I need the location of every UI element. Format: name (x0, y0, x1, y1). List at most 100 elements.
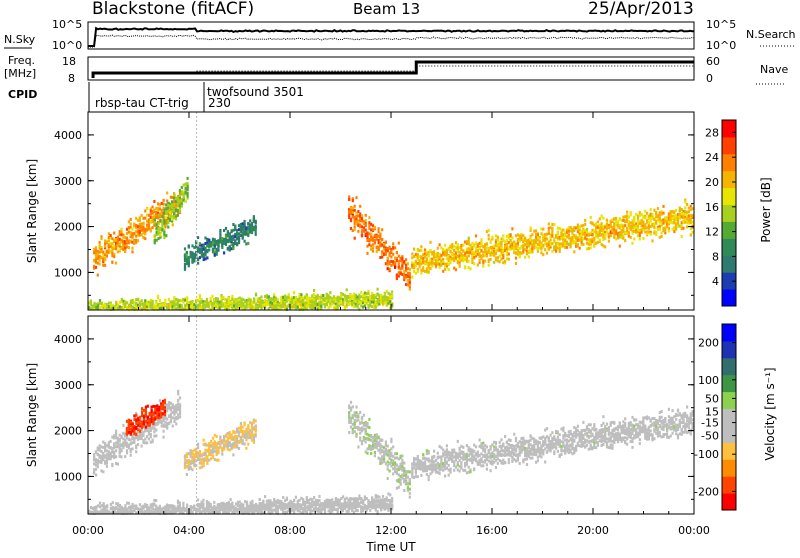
data-cell (214, 458, 216, 461)
data-cell (148, 227, 150, 230)
data-cell (229, 443, 231, 446)
data-cell (232, 453, 234, 456)
power-plot-data (88, 112, 694, 311)
data-cell (115, 432, 117, 435)
data-cell (110, 440, 112, 443)
data-cell (153, 427, 155, 430)
data-cell (179, 411, 181, 414)
data-cell (160, 415, 162, 418)
data-cell (548, 230, 550, 233)
data-cell (162, 412, 164, 415)
data-cell (229, 436, 231, 439)
data-cell (451, 257, 453, 260)
data-cell (99, 259, 101, 262)
data-cell (106, 303, 108, 306)
data-cell (143, 409, 145, 412)
date-label: 25/Apr/2013 (588, 0, 694, 19)
data-cell (236, 445, 238, 448)
data-cell (381, 243, 383, 246)
data-cell (119, 301, 121, 304)
data-cell (227, 248, 229, 251)
data-cell (141, 445, 143, 448)
data-cell (409, 268, 411, 271)
data-cell (488, 251, 490, 254)
data-cell (255, 221, 257, 224)
data-cell (145, 414, 147, 417)
data-cell (401, 257, 403, 260)
data-cell (247, 443, 249, 446)
data-cell (171, 203, 173, 206)
data-cell (442, 260, 444, 263)
data-cell (365, 219, 367, 222)
data-cell (93, 302, 95, 305)
data-cell (646, 212, 648, 215)
data-cell (282, 302, 284, 305)
nsearch-label: N.Search (746, 28, 796, 41)
data-cell (591, 233, 593, 236)
data-cell (384, 295, 386, 298)
data-cell (415, 260, 417, 263)
data-cell (599, 217, 601, 220)
data-cell (162, 406, 164, 409)
data-cell (624, 239, 626, 242)
data-cell (479, 247, 481, 250)
data-cell (90, 302, 92, 305)
data-cell (152, 422, 154, 425)
data-cell (253, 215, 255, 218)
data-cell (171, 200, 173, 203)
data-cell (372, 239, 374, 242)
data-cell (148, 430, 150, 433)
data-cell (232, 443, 234, 446)
data-cell (424, 262, 426, 265)
data-cell (251, 223, 253, 226)
data-cell (542, 228, 544, 231)
data-cell (422, 266, 424, 269)
data-cell (624, 224, 626, 227)
data-cell (165, 207, 167, 210)
data-cell (171, 210, 173, 213)
freq-frame (88, 57, 694, 80)
data-cell (110, 234, 112, 237)
data-cell (551, 223, 553, 226)
data-cell (555, 250, 557, 253)
data-cell (150, 433, 152, 436)
data-cell (93, 259, 95, 262)
data-cell (253, 438, 255, 441)
colorbar-swatch (722, 255, 736, 272)
data-cell (542, 244, 544, 247)
data-cell (269, 297, 271, 300)
data-cell (115, 262, 117, 265)
data-cell (497, 247, 499, 250)
data-cell (185, 183, 187, 186)
data-cell (99, 247, 101, 250)
data-cell (163, 436, 165, 439)
data-cell (515, 262, 517, 265)
data-cell (148, 438, 150, 441)
data-cell (161, 215, 163, 218)
data-cell (361, 234, 363, 237)
data-cell (320, 305, 322, 308)
data-cell (374, 226, 376, 229)
data-cell (355, 221, 357, 224)
data-cell (191, 252, 193, 255)
data-cell (204, 257, 206, 260)
data-cell (390, 256, 392, 259)
data-cell (346, 299, 348, 302)
data-cell (409, 281, 411, 284)
data-cell (359, 205, 361, 208)
data-cell (229, 449, 231, 452)
power-cbar-label: Power [dB] (759, 177, 773, 242)
data-cell (175, 411, 177, 414)
data-cell (183, 193, 185, 196)
data-cell (679, 213, 681, 216)
data-cell (99, 243, 101, 246)
data-cell (204, 250, 206, 253)
data-cell (354, 228, 356, 231)
data-cell (597, 226, 599, 229)
data-cell (183, 196, 185, 199)
data-cell (515, 247, 517, 250)
data-cell (159, 234, 161, 237)
beam-label: Beam 13 (353, 0, 420, 18)
data-cell (566, 246, 568, 249)
